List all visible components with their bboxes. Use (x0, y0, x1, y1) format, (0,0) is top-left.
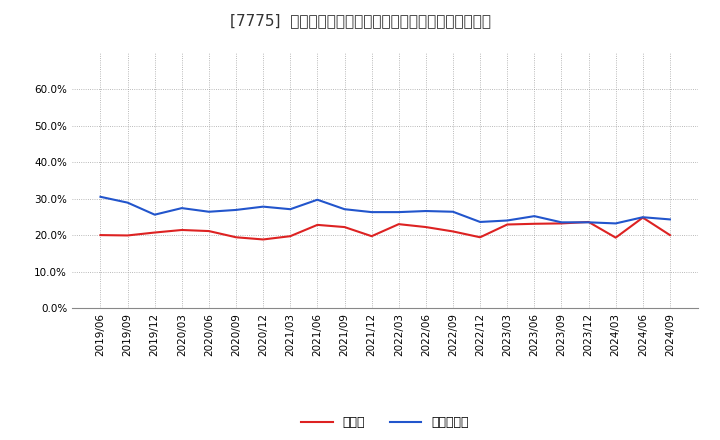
有利子負債 (639, 215, 647, 220)
現預金 (476, 235, 485, 240)
現預金 (286, 234, 294, 239)
現預金 (367, 234, 376, 239)
有利子負債 (584, 220, 593, 225)
現預金 (313, 222, 322, 227)
現預金 (449, 229, 457, 234)
現預金 (503, 222, 511, 227)
有利子負債 (232, 207, 240, 213)
現預金 (259, 237, 268, 242)
有利子負債 (313, 197, 322, 202)
有利子負債 (367, 209, 376, 215)
現預金 (584, 219, 593, 224)
現預金 (530, 221, 539, 227)
現預金 (395, 221, 403, 227)
Text: [7775]  現預金、有利子負債の総資産に対する比率の推移: [7775] 現預金、有利子負債の総資産に対する比率の推移 (230, 13, 490, 28)
現預金 (232, 235, 240, 240)
有利子負債 (611, 221, 620, 226)
現預金 (557, 221, 566, 226)
有利子負債 (530, 213, 539, 219)
Line: 有利子負債: 有利子負債 (101, 197, 670, 224)
有利子負債 (395, 209, 403, 215)
有利子負債 (341, 206, 349, 212)
有利子負債 (178, 205, 186, 211)
現預金 (150, 230, 159, 235)
有利子負債 (96, 194, 105, 199)
有利子負債 (286, 206, 294, 212)
有利子負債 (421, 209, 430, 214)
現預金 (639, 215, 647, 220)
現預金 (178, 227, 186, 233)
現預金 (421, 224, 430, 230)
現預金 (341, 224, 349, 230)
現預金 (611, 235, 620, 240)
有利子負債 (665, 217, 674, 222)
Line: 現預金: 現預金 (101, 218, 670, 239)
有利子負債 (503, 218, 511, 223)
有利子負債 (123, 200, 132, 205)
有利子負債 (259, 204, 268, 209)
有利子負債 (204, 209, 213, 214)
Legend: 現預金, 有利子負債: 現預金, 有利子負債 (297, 411, 474, 434)
有利子負債 (150, 212, 159, 217)
有利子負債 (476, 219, 485, 224)
有利子負債 (557, 220, 566, 225)
有利子負債 (449, 209, 457, 214)
現預金 (665, 232, 674, 238)
現預金 (96, 232, 105, 238)
現預金 (123, 233, 132, 238)
現預金 (204, 228, 213, 234)
